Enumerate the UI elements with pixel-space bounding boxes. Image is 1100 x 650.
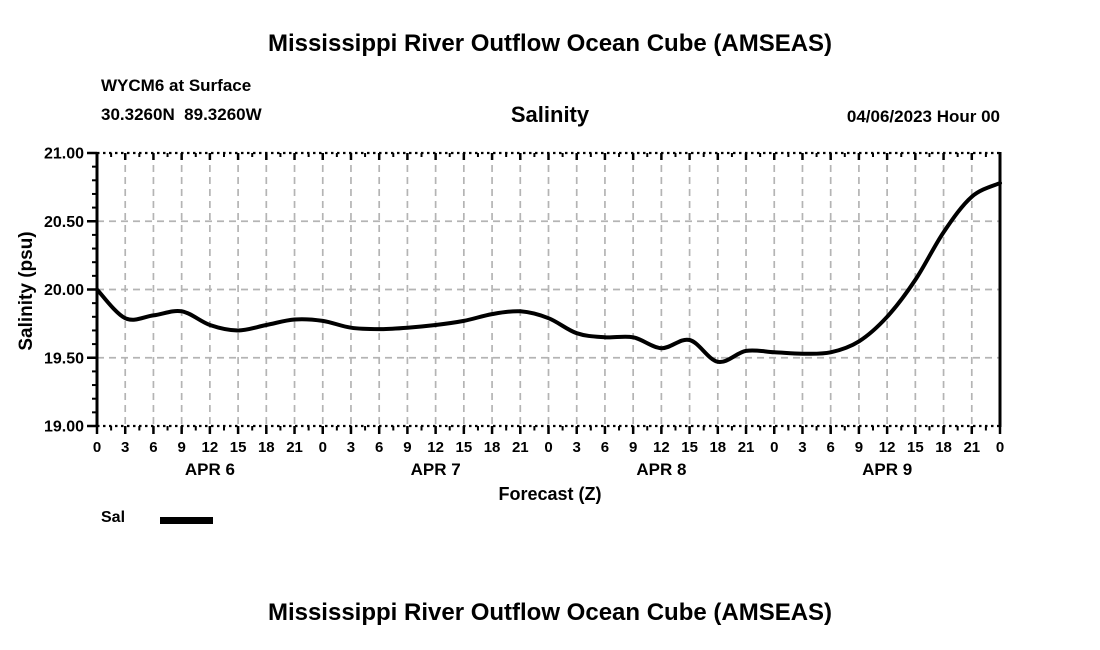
x-day-label: APR 7 — [411, 460, 461, 479]
main-title: Mississippi River Outflow Ocean Cube (AM… — [267, 30, 833, 57]
x-tick-label: 0 — [544, 439, 552, 456]
x-tick-label: 0 — [996, 439, 1004, 456]
x-tick-label: 6 — [149, 439, 157, 456]
x-tick-label: 15 — [230, 439, 247, 456]
forecast-datetime: 04/06/2023 Hour 00 — [846, 107, 1000, 126]
x-tick-label: 0 — [93, 439, 101, 456]
x-tick-label: 0 — [770, 439, 778, 456]
x-tick-label: 9 — [855, 439, 863, 456]
x-tick-label: 3 — [798, 439, 806, 456]
x-tick-label: 18 — [709, 439, 726, 456]
x-day-label: APR 9 — [862, 460, 912, 479]
x-tick-label: 0 — [319, 439, 327, 456]
y-tick-label: 20.50 — [44, 214, 84, 231]
x-tick-label: 21 — [963, 439, 980, 456]
legend-swatch — [160, 517, 213, 524]
y-tick-label: 20.00 — [44, 282, 84, 299]
station-coordinates: 30.3260N 89.3260W — [101, 105, 262, 124]
x-tick-label: 21 — [738, 439, 755, 456]
x-tick-label: 21 — [286, 439, 303, 456]
x-tick-label: 3 — [121, 439, 129, 456]
x-tick-label: 6 — [375, 439, 383, 456]
x-tick-label: 9 — [177, 439, 185, 456]
x-tick-label: 6 — [827, 439, 835, 456]
x-tick-label: 12 — [879, 439, 896, 456]
x-tick-label: 18 — [484, 439, 501, 456]
x-tick-label: 12 — [202, 439, 219, 456]
x-tick-label: 3 — [347, 439, 355, 456]
x-tick-label: 15 — [681, 439, 698, 456]
x-tick-label: 12 — [653, 439, 670, 456]
y-tick-label: 19.50 — [44, 350, 84, 367]
x-tick-label: 6 — [601, 439, 609, 456]
y-axis-title: Salinity (psu) — [16, 231, 37, 351]
x-tick-label: 15 — [907, 439, 924, 456]
x-tick-label: 12 — [427, 439, 444, 456]
x-day-label: APR 6 — [185, 460, 235, 479]
x-axis-title: Forecast (Z) — [498, 484, 602, 504]
x-tick-label: 15 — [456, 439, 473, 456]
x-tick-label: 3 — [573, 439, 581, 456]
legend-label: Sal — [101, 509, 126, 526]
x-tick-label: 9 — [403, 439, 411, 456]
x-tick-label: 18 — [935, 439, 952, 456]
x-tick-label: 18 — [258, 439, 275, 456]
y-tick-label: 21.00 — [44, 146, 84, 163]
series-line-sal — [95, 181, 1002, 364]
x-tick-label: 21 — [512, 439, 529, 456]
x-tick-label: 9 — [629, 439, 637, 456]
y-tick-label: 19.00 — [44, 419, 84, 436]
station-name: WYCM6 at Surface — [101, 76, 252, 95]
chart-title: Salinity — [510, 102, 590, 127]
footer-title: Mississippi River Outflow Ocean Cube (AM… — [267, 599, 833, 626]
x-day-label: APR 8 — [636, 460, 686, 479]
